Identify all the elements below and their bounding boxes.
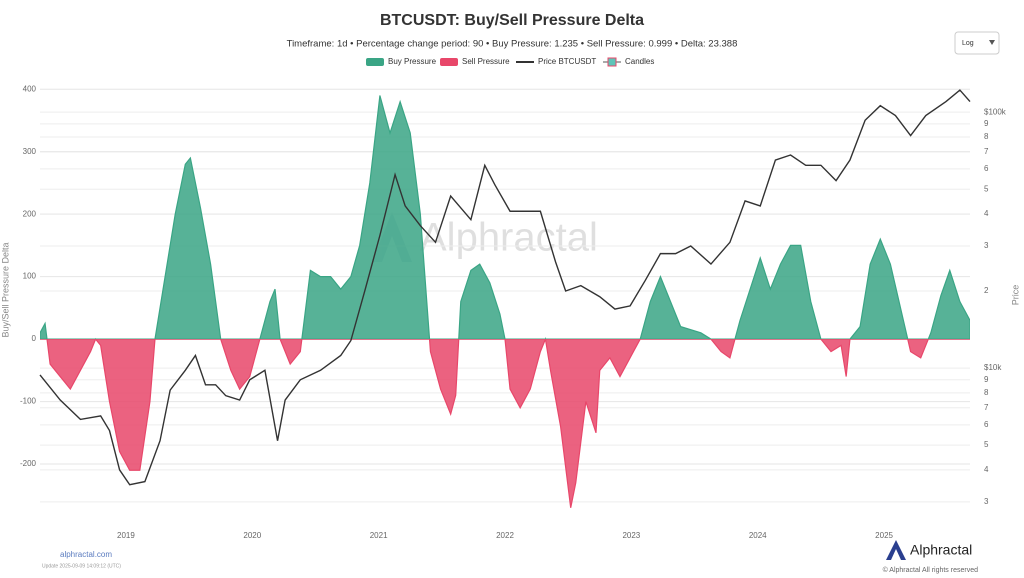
y2-tick-label: 8 — [984, 388, 989, 397]
buy-area — [40, 95, 970, 340]
y2-tick-label: $10k — [984, 363, 1002, 372]
y-tick-label: 300 — [23, 147, 37, 156]
y2-tick-label: 6 — [984, 164, 989, 173]
brand-logo — [886, 540, 906, 560]
price-line — [39, 89, 971, 486]
watermark-text: Alphractal — [420, 216, 598, 260]
brand-name: Alphractal — [910, 542, 972, 558]
y2-tick-label: 2 — [984, 286, 989, 295]
y2-tick-label: $100k — [984, 107, 1007, 116]
y2-tick-label: 9 — [984, 375, 989, 384]
y-tick-label: -100 — [20, 397, 37, 406]
sell-area — [40, 339, 970, 508]
legend-swatch — [366, 58, 384, 66]
y2-axis-label: Price — [1010, 285, 1020, 306]
y2-tick-label: 8 — [984, 132, 989, 141]
selector-arrow[interactable] — [989, 40, 995, 45]
y-tick-label: -200 — [20, 459, 37, 468]
y2-tick-label: 3 — [984, 497, 989, 506]
legend-item[interactable]: Candles — [603, 57, 654, 67]
y-tick-label: 400 — [23, 84, 37, 93]
chart-title: BTCUSDT: Buy/Sell Pressure Delta — [380, 12, 644, 29]
legend-item[interactable]: Price BTCUSDT — [516, 57, 596, 66]
legend-label: Price BTCUSDT — [538, 57, 596, 66]
x-tick-label: 2021 — [370, 531, 388, 540]
y2-tick-label: 7 — [984, 403, 989, 412]
x-tick-label: 2019 — [117, 531, 135, 540]
update-time: Update 2025-09-09 14:09:12 (UTC) — [42, 563, 121, 569]
y2-tick-label: 3 — [984, 241, 989, 250]
y2-tick-label: 7 — [984, 147, 989, 156]
y-tick-label: 0 — [32, 334, 37, 343]
legend-item[interactable]: Sell Pressure — [440, 57, 510, 66]
y2-tick-label: 9 — [984, 119, 989, 128]
selector-label[interactable]: Log — [962, 40, 974, 47]
y2-tick-label: 4 — [984, 465, 989, 474]
x-tick-label: 2020 — [243, 531, 261, 540]
copyright: © Alphractal All rights reserved — [883, 566, 979, 574]
legend-label: Candles — [625, 57, 654, 66]
selector-box[interactable] — [954, 31, 1000, 55]
legend-label: Buy Pressure — [388, 57, 437, 66]
x-tick-label: 2022 — [496, 531, 514, 540]
site-link[interactable]: alphractal.com — [60, 550, 112, 559]
x-tick-label: 2024 — [749, 531, 767, 540]
scale-selector[interactable]: Log — [954, 31, 1000, 55]
y-tick-label: 100 — [23, 272, 37, 281]
y2-tick-label: 4 — [984, 209, 989, 218]
subtitle: Timeframe: 1d • Percentage change period… — [287, 39, 738, 50]
y2-tick-label: 6 — [984, 420, 989, 429]
legend-label: Sell Pressure — [462, 57, 510, 66]
y-axis-label: Buy/Sell Pressure Delta — [0, 242, 10, 337]
y-tick-label: 200 — [23, 209, 37, 218]
x-tick-label: 2025 — [875, 531, 893, 540]
legend-swatch — [607, 57, 617, 67]
legend-swatch — [440, 58, 458, 66]
x-tick-label: 2023 — [622, 531, 640, 540]
legend-item[interactable]: Buy Pressure — [366, 57, 437, 66]
y2-tick-label: 5 — [984, 440, 989, 449]
y2-tick-label: 5 — [984, 184, 989, 193]
